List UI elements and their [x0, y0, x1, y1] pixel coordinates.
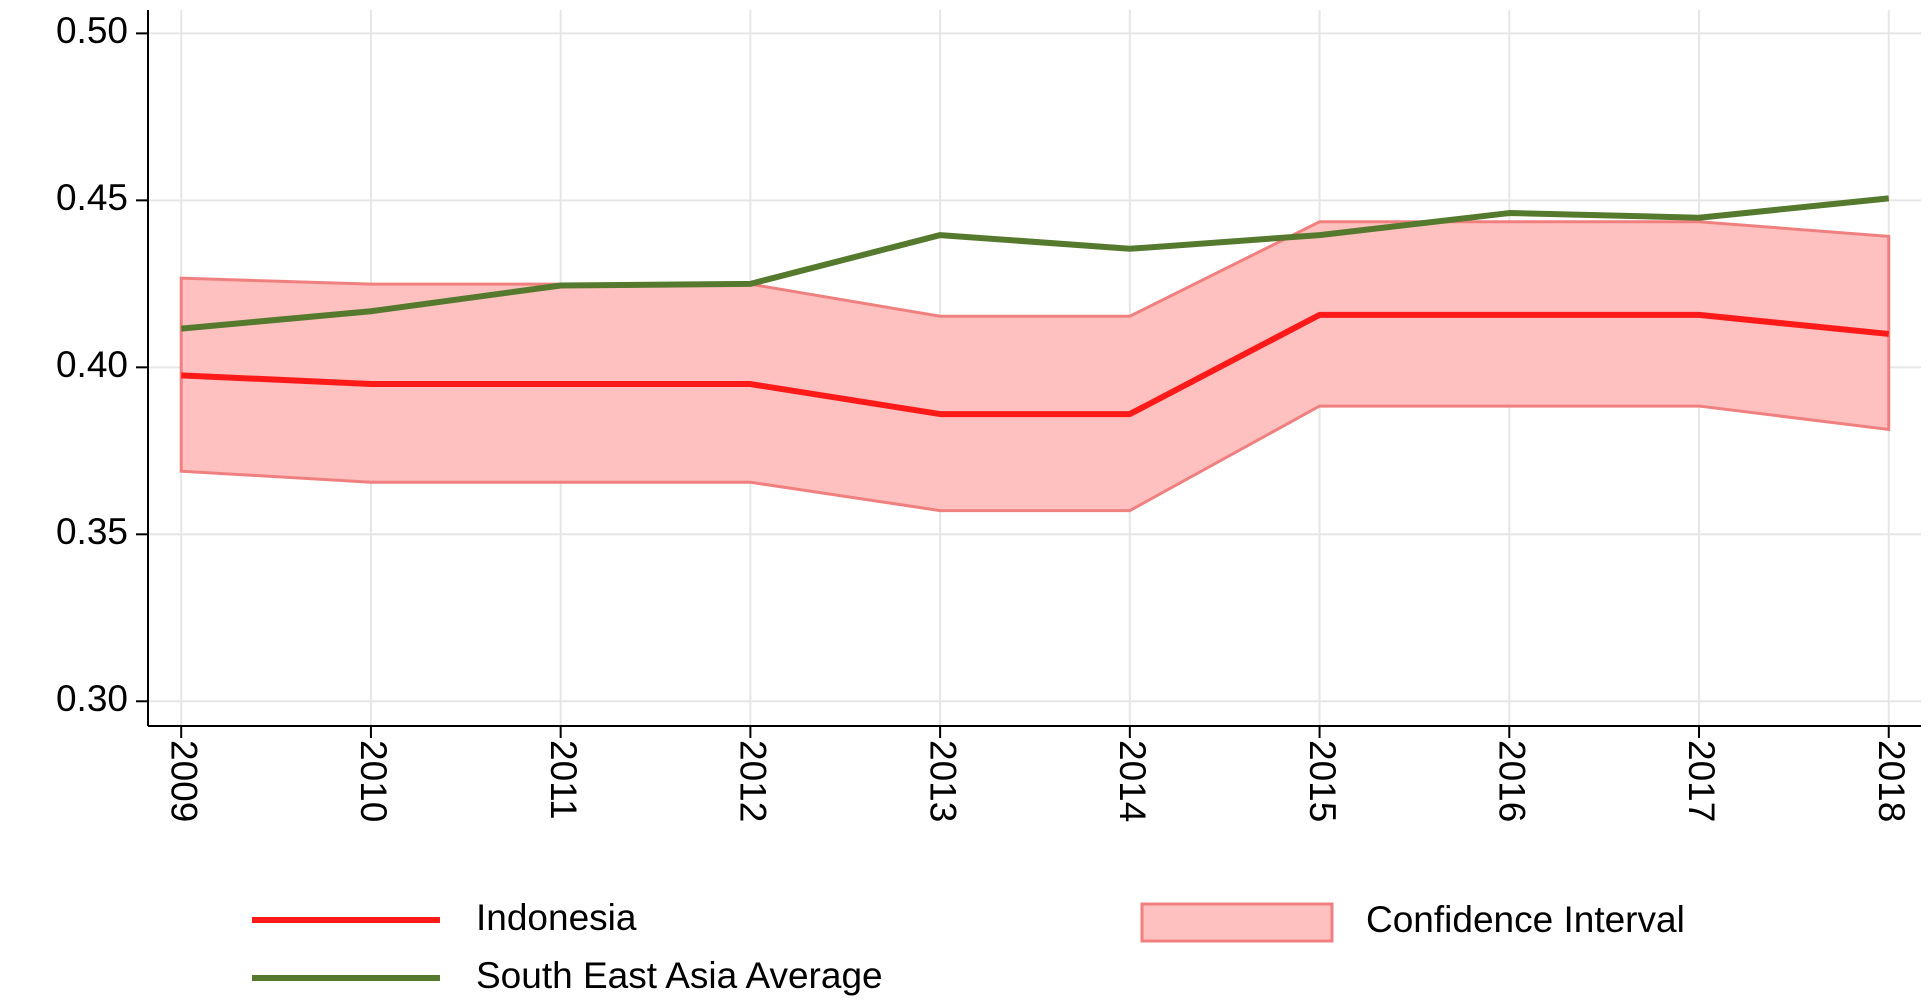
- y-tick-label: 0.40: [56, 344, 128, 385]
- series-line: [180, 195, 1890, 332]
- confidence-band: [179, 220, 1891, 513]
- x-tick-label: 2010: [353, 740, 394, 822]
- x-tick-label: 2016: [1492, 740, 1533, 822]
- x-tick-label: 2012: [733, 740, 774, 822]
- x-tick-label: 2009: [163, 740, 204, 822]
- legend-label: Indonesia: [476, 897, 637, 938]
- x-tick-label: 2017: [1681, 740, 1722, 822]
- y-tick-label: 0.45: [56, 177, 128, 218]
- legend-swatch: [1140, 902, 1334, 943]
- x-tick-label: 2015: [1302, 740, 1343, 822]
- y-tick-label: 0.30: [56, 678, 128, 719]
- x-tick-label: 2011: [543, 740, 584, 820]
- series-line: [181, 311, 1890, 418]
- x-tick-label: 2013: [922, 740, 963, 822]
- legend-label: South East Asia Average: [476, 955, 883, 996]
- legend-label: Confidence Interval: [1366, 899, 1685, 940]
- y-tick-label: 0.50: [56, 10, 128, 51]
- x-tick-label: 2018: [1871, 740, 1912, 822]
- y-tick-label: 0.35: [56, 511, 128, 552]
- x-tick-label: 2014: [1112, 740, 1153, 822]
